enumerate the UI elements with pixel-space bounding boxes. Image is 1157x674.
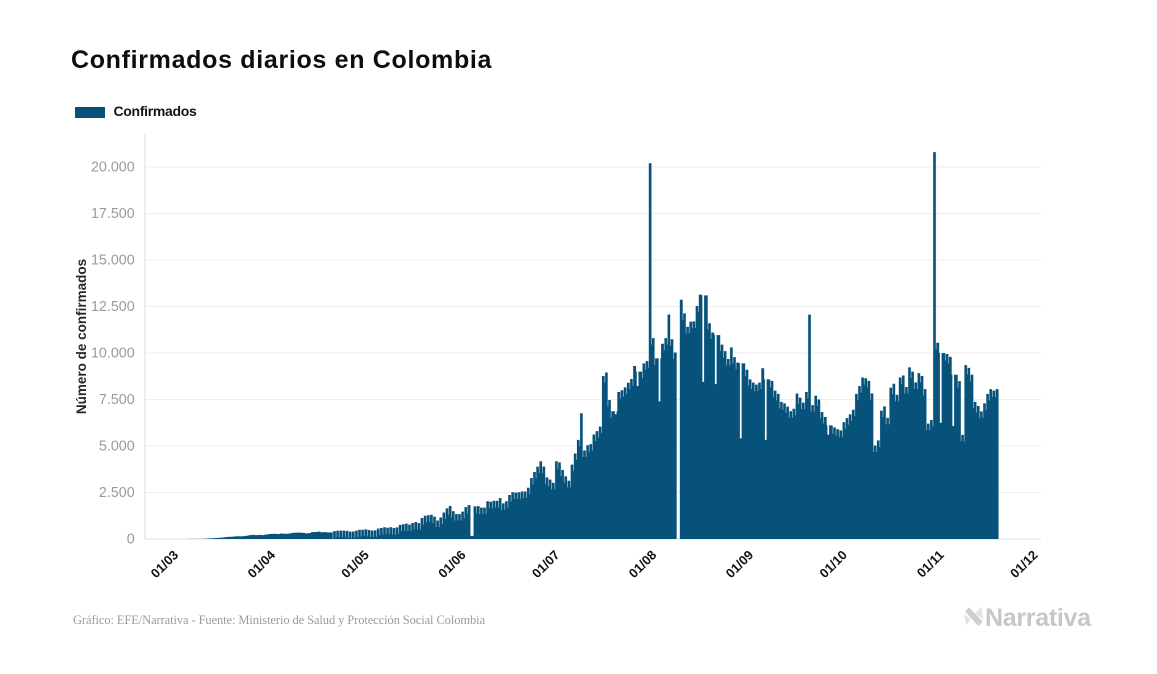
svg-text:7.500: 7.500 [99,392,135,408]
svg-text:15.000: 15.000 [91,253,135,269]
svg-text:01/10: 01/10 [816,547,850,581]
svg-text:20.000: 20.000 [91,160,135,176]
svg-text:01/08: 01/08 [626,547,660,581]
svg-text:01/07: 01/07 [529,547,563,581]
svg-text:Número de confirmados: Número de confirmados [74,259,89,414]
svg-text:01/11: 01/11 [914,547,947,580]
svg-text:0: 0 [127,532,135,548]
svg-text:01/05: 01/05 [338,547,372,581]
svg-text:01/06: 01/06 [435,547,469,581]
svg-text:01/04: 01/04 [245,547,279,581]
svg-text:01/12: 01/12 [1007,547,1041,581]
svg-text:17.500: 17.500 [91,206,135,222]
svg-text:01/09: 01/09 [723,547,757,581]
svg-text:12.500: 12.500 [91,299,135,315]
svg-text:2.500: 2.500 [99,485,135,501]
svg-text:10.000: 10.000 [91,346,135,362]
svg-text:5.000: 5.000 [99,439,135,455]
svg-text:01/03: 01/03 [148,547,182,581]
